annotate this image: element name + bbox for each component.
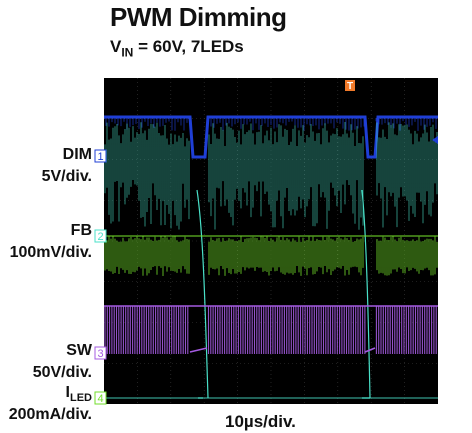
chart-subtitle: VIN = 60V, 7LEDs <box>110 37 244 60</box>
channel-marker <box>94 391 107 405</box>
trigger-position-label: T <box>347 81 353 92</box>
fb-scale-label: 100mV/div. <box>9 244 92 261</box>
sw-label: SW <box>66 342 92 359</box>
trigger-level-marker <box>432 136 438 144</box>
channel-markers: 1 2 3 4 T <box>94 80 438 405</box>
iled-trace-band <box>104 122 438 230</box>
channel-marker <box>94 229 107 243</box>
trigger-position-marker <box>345 80 355 91</box>
x-axis-label: 10µs/div. <box>225 412 296 431</box>
dim-scale-label: 5V/div. <box>41 168 92 185</box>
dim-label: DIM <box>62 146 92 163</box>
channel-marker <box>94 149 107 163</box>
scope-traces <box>104 115 438 399</box>
sw-scale-label: 50V/div. <box>32 364 92 381</box>
channel-marker-label: 1 <box>97 151 103 163</box>
chart-title: PWM Dimming <box>110 2 287 32</box>
channel-marker-label: 4 <box>97 393 103 405</box>
channel-marker-label: 3 <box>97 348 103 360</box>
channel-marker <box>94 346 107 360</box>
sw-trace-edges <box>104 305 438 353</box>
fb-trace-band <box>104 236 438 276</box>
dim-trace-noise <box>105 118 437 131</box>
fb-label: FB <box>70 222 92 239</box>
dim-trace <box>104 115 438 159</box>
iled-label: ILED <box>65 384 92 405</box>
sw-trace-band <box>104 306 437 354</box>
channel-marker-label: 2 <box>97 231 103 243</box>
iled-scale-label: 200mA/div. <box>8 406 92 423</box>
